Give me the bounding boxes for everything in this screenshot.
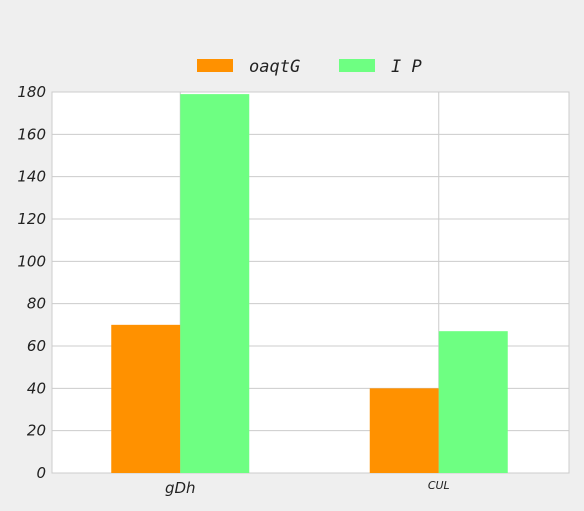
y-tick-label: 60 [27,337,46,355]
bar-oaqtG-CUL [369,388,439,473]
bar-oaqtG-gDh [111,324,181,473]
bar-I-P-CUL [438,331,508,473]
legend-label: oaqtG [249,57,300,77]
legend-swatch [197,59,233,72]
bars [111,94,508,473]
bar-I-P-gDh [180,94,250,473]
y-axis-ticks: 0 20 40 60 80 100 120 140 160 180 [17,83,46,482]
y-tick-label: 20 [27,422,46,440]
y-tick-label: 40 [27,379,46,397]
y-tick-label: 180 [17,83,46,101]
y-tick-label: 80 [27,295,46,313]
x-tick-label: CUL [428,479,450,492]
y-tick-label: 140 [17,168,46,186]
x-axis-ticks: gDh CUL [165,479,450,497]
legend-label: I P [391,57,422,77]
y-tick-label: 0 [36,464,46,482]
y-tick-label: 100 [17,252,46,270]
x-tick-label: gDh [165,479,196,497]
y-tick-label: 160 [17,125,46,143]
y-tick-label: 120 [17,210,46,228]
legend: oaqtG I P [197,57,422,77]
legend-swatch [339,59,375,72]
